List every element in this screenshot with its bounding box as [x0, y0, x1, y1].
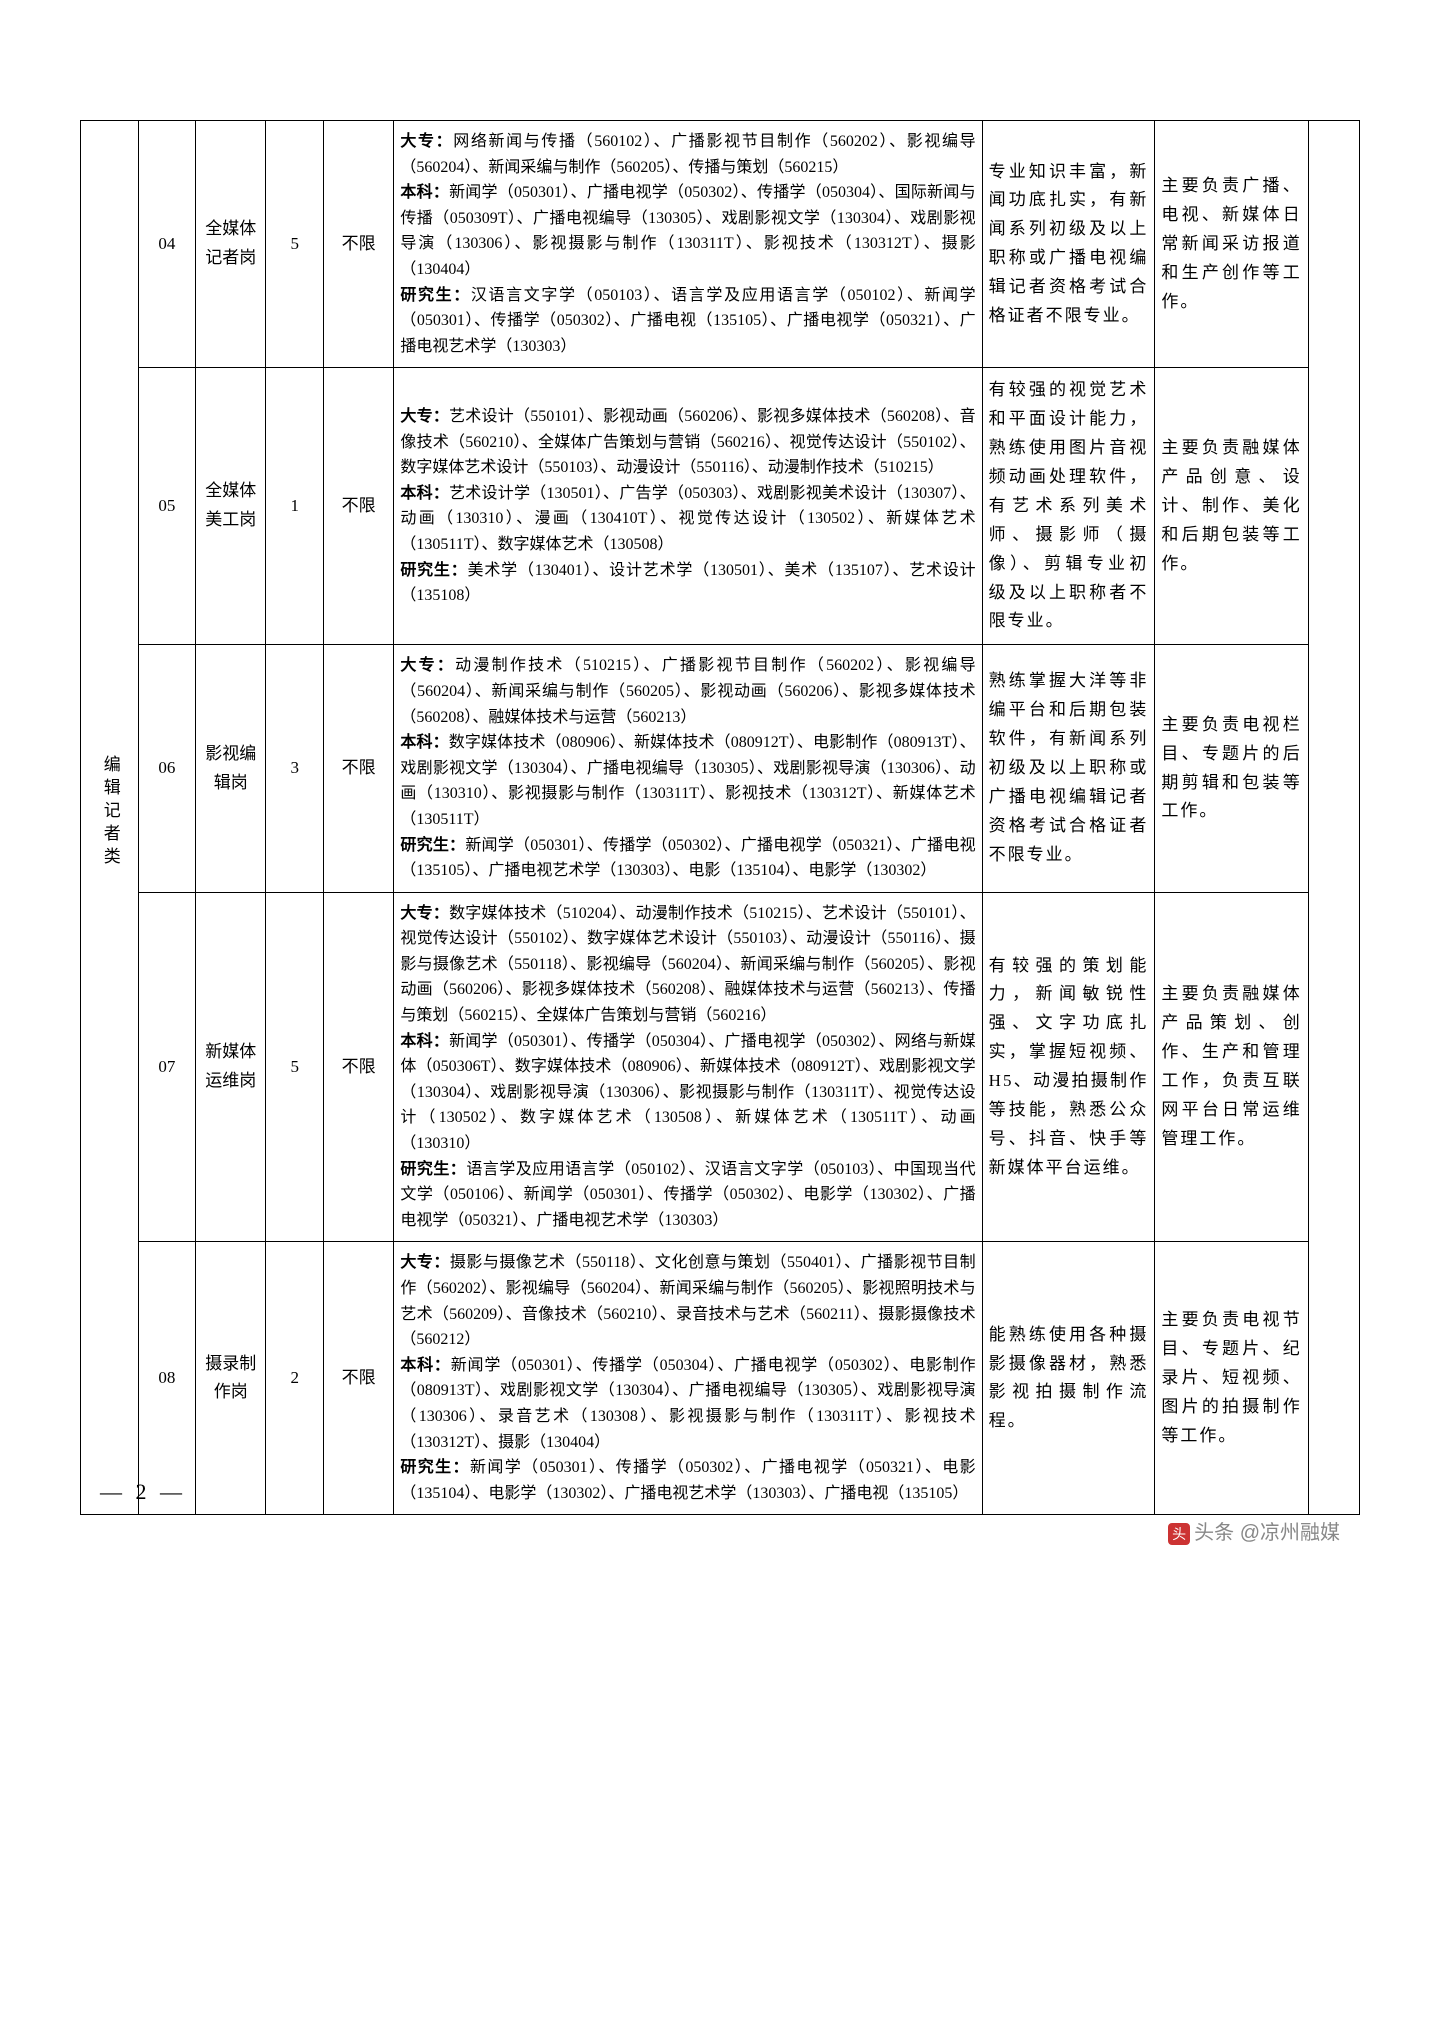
toutiao-icon: 头	[1168, 1523, 1190, 1545]
watermark: 头头条 @凉州融媒	[1168, 1516, 1340, 1545]
row-requirements: 大专：艺术设计（550101）、影视动画（560206）、影视多媒体技术（560…	[394, 368, 982, 645]
watermark-text: 头条 @凉州融媒	[1194, 1522, 1340, 1544]
row-duty: 主要负责融媒体产品策划、创作、生产和管理工作，负责互联网平台日常运维管理工作。	[1155, 892, 1308, 1242]
row-condition: 能熟练使用各种摄影摄像器材，熟悉影视拍摄制作流程。	[982, 1242, 1155, 1515]
row-limit: 不限	[323, 121, 393, 368]
recruitment-table: 编辑记者类04全媒体记者岗5不限大专：网络新闻与传播（560102）、广播影视节…	[80, 120, 1360, 1515]
row-qty: 2	[266, 1242, 324, 1515]
row-limit: 不限	[323, 368, 393, 645]
row-number: 05	[138, 368, 196, 645]
row-duty: 主要负责电视节目、专题片、纪录片、短视频、图片的拍摄制作等工作。	[1155, 1242, 1308, 1515]
row-condition: 有较强的策划能力，新闻敏锐性强、文字功底扎实，掌握短视频、H5、动漫拍摄制作等技…	[982, 892, 1155, 1242]
row-position: 新媒体运维岗	[196, 892, 266, 1242]
category-cell: 编辑记者类	[81, 121, 139, 1515]
row-requirements: 大专：动漫制作技术（510215）、广播影视节目制作（560202）、影视编导（…	[394, 645, 982, 892]
row-position: 影视编辑岗	[196, 645, 266, 892]
row-number: 08	[138, 1242, 196, 1515]
row-position: 摄录制作岗	[196, 1242, 266, 1515]
row-duty: 主要负责电视栏目、专题片的后期剪辑和包装等工作。	[1155, 645, 1308, 892]
row-duty: 主要负责融媒体产品创意、设计、制作、美化和后期包装等工作。	[1155, 368, 1308, 645]
row-requirements: 大专：摄影与摄像艺术（550118）、文化创意与策划（550401）、广播影视节…	[394, 1242, 982, 1515]
row-position: 全媒体记者岗	[196, 121, 266, 368]
row-qty: 5	[266, 121, 324, 368]
row-condition: 专业知识丰富，新闻功底扎实，有新闻系列初级及以上职称或广播电视编辑记者资格考试合…	[982, 121, 1155, 368]
row-limit: 不限	[323, 1242, 393, 1515]
row-duty: 主要负责广播、电视、新媒体日常新闻采访报道和生产创作等工作。	[1155, 121, 1308, 368]
row-qty: 3	[266, 645, 324, 892]
row-condition: 熟练掌握大洋等非编平台和后期包装软件，有新闻系列初级及以上职称或广播电视编辑记者…	[982, 645, 1155, 892]
row-limit: 不限	[323, 645, 393, 892]
row-number: 07	[138, 892, 196, 1242]
row-position: 全媒体美工岗	[196, 368, 266, 645]
row-requirements: 大专：网络新闻与传播（560102）、广播影视节目制作（560202）、影视编导…	[394, 121, 982, 368]
row-number: 04	[138, 121, 196, 368]
row-qty: 5	[266, 892, 324, 1242]
row-condition: 有较强的视觉艺术和平面设计能力，熟练使用图片音视频动画处理软件，有艺术系列美术师…	[982, 368, 1155, 645]
row-requirements: 大专：数字媒体技术（510204）、动漫制作技术（510215）、艺术设计（55…	[394, 892, 982, 1242]
row-qty: 1	[266, 368, 324, 645]
row-number: 06	[138, 645, 196, 892]
trailing-cell	[1308, 121, 1359, 1515]
row-limit: 不限	[323, 892, 393, 1242]
page-number: — 2 —	[100, 1479, 186, 1505]
